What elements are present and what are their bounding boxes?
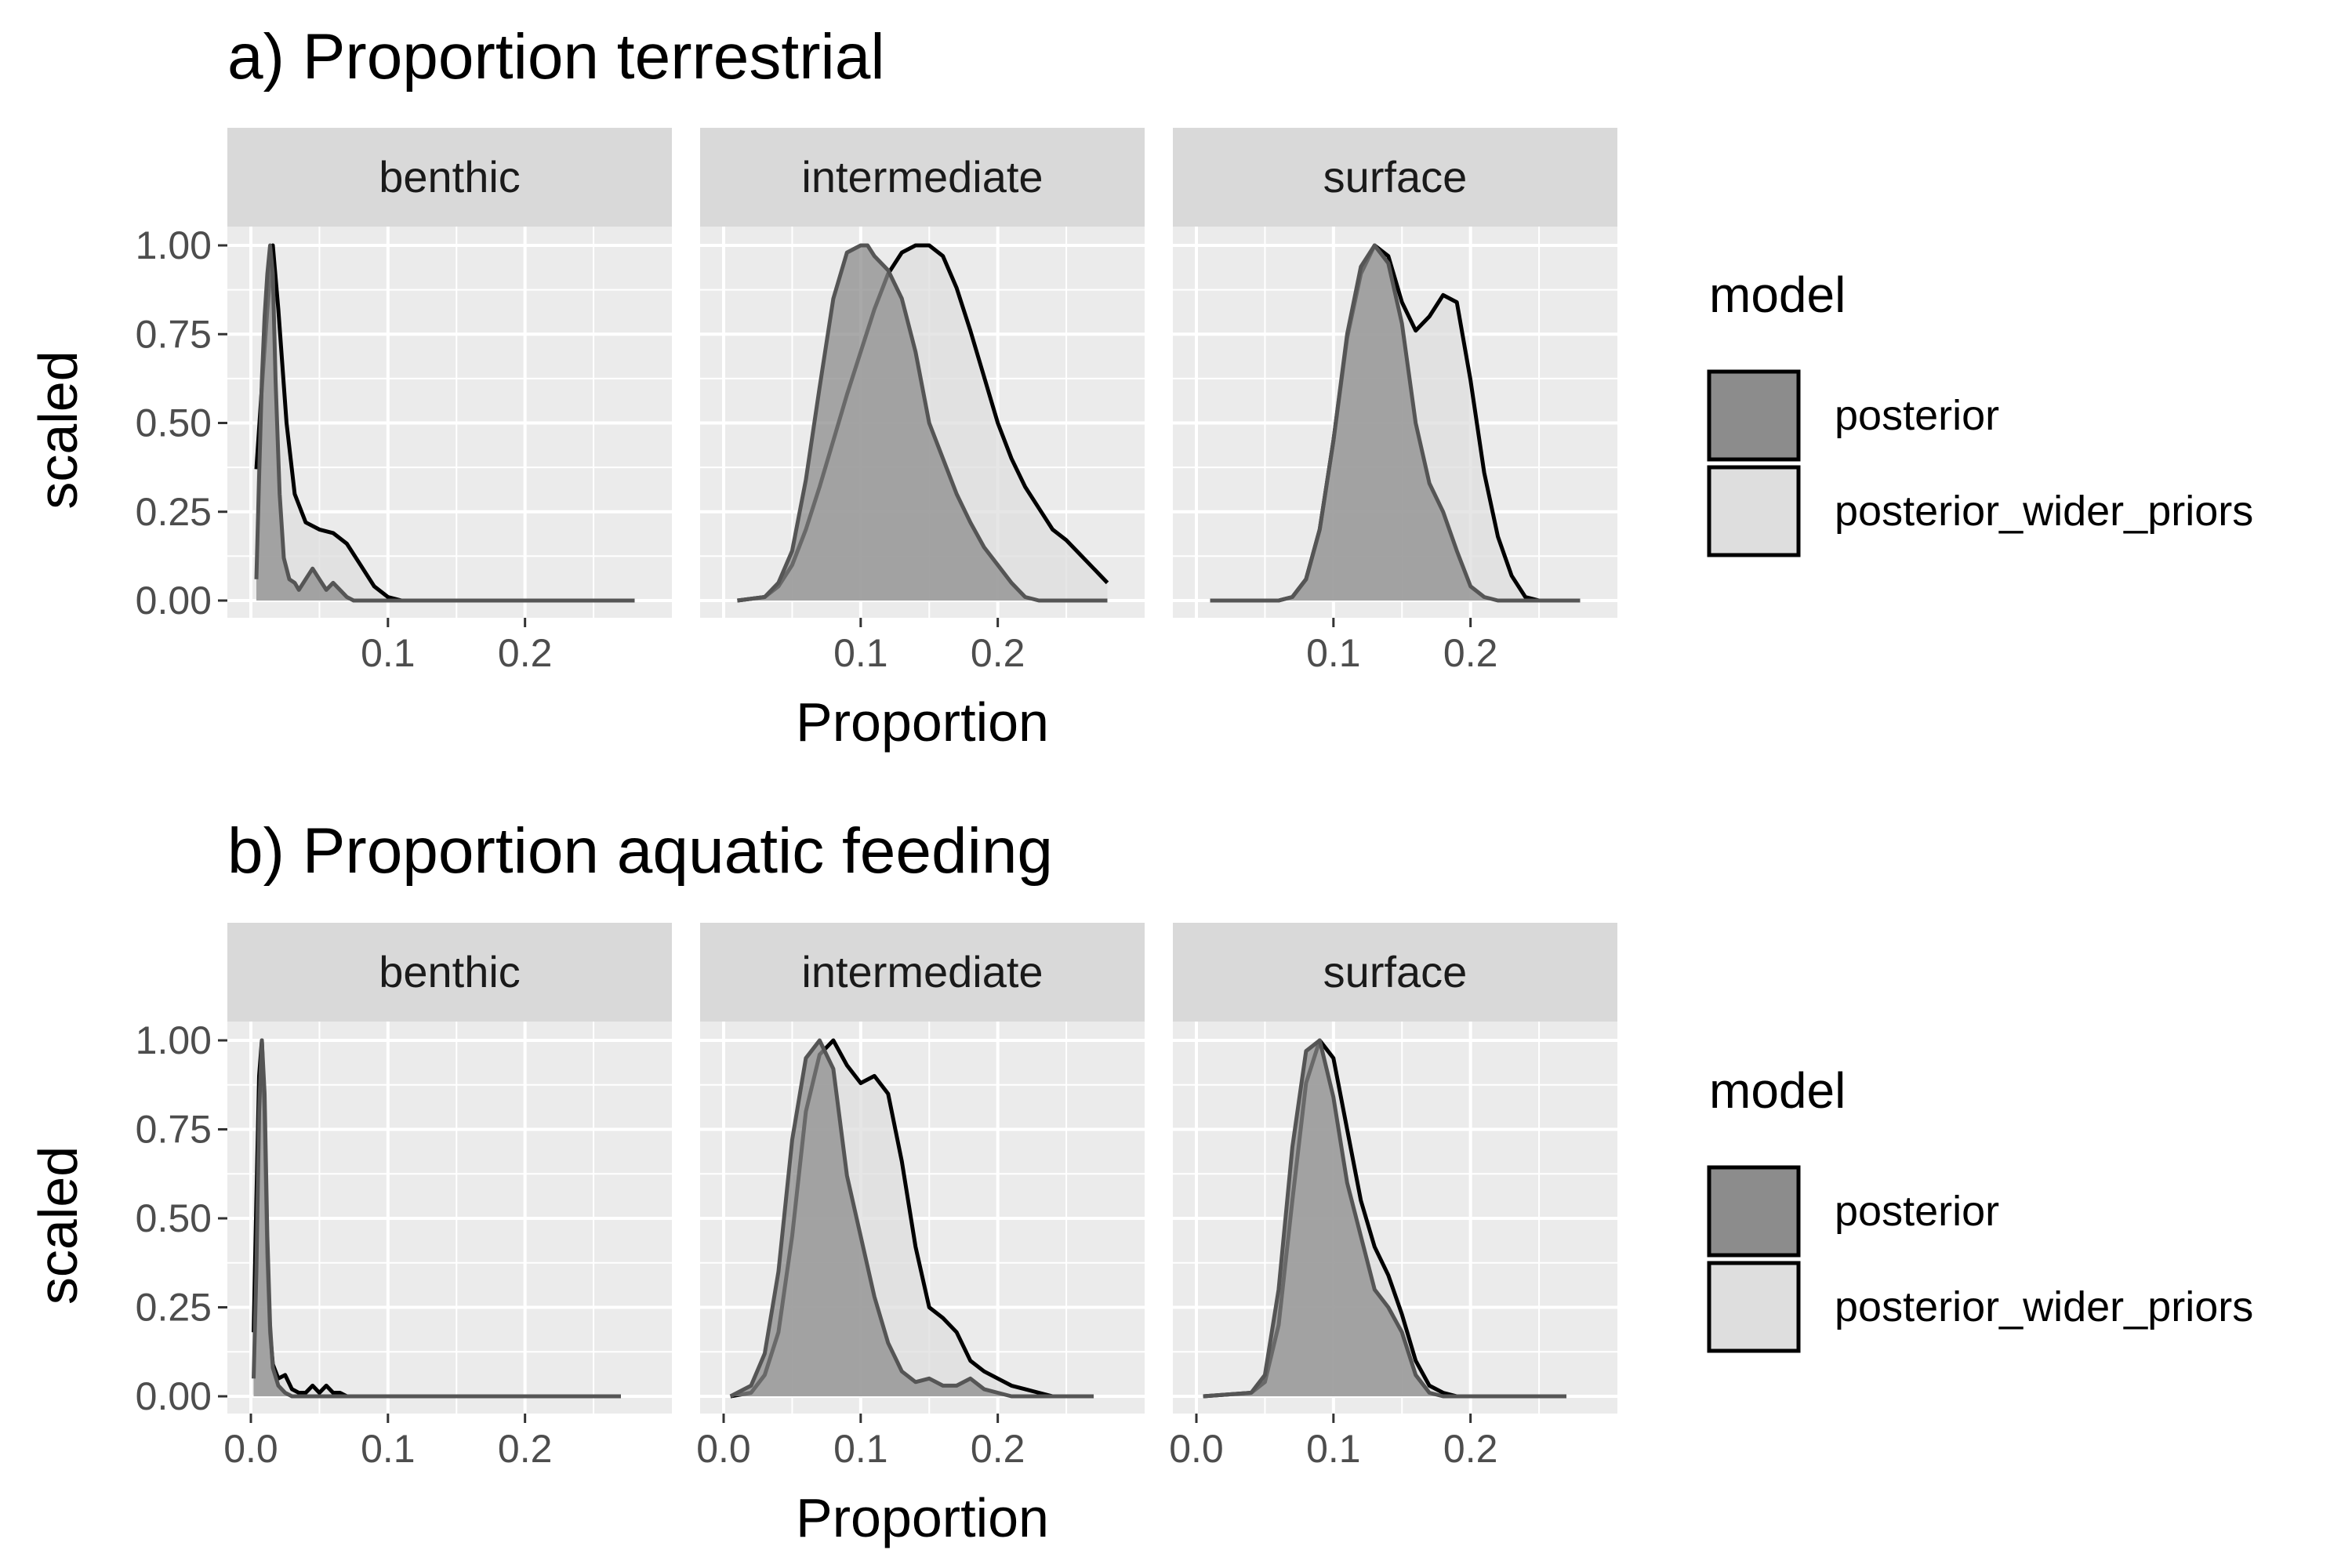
density-line-posterior: [737, 243, 1108, 603]
density-line-posterior: [1210, 243, 1581, 603]
chart-title: b) Proportion aquatic feeding: [227, 815, 1053, 887]
y-tick-label: 0.50: [136, 1196, 212, 1240]
y-tick-label: 1.00: [136, 1018, 212, 1062]
facet-benthic: benthic 0.1 0.2 0.00 0.25 0.50 0.75 1.00: [136, 128, 672, 675]
density-line-posterior: [252, 1038, 621, 1399]
density-line-posterior: [1203, 1038, 1566, 1399]
legend-label: posterior_wider_priors: [1835, 1283, 2253, 1330]
x-tick-label: 0.1: [361, 631, 416, 675]
legend-key-posterior_wider_priors: [1707, 465, 1801, 557]
chart-title: a) Proportion terrestrial: [227, 21, 885, 93]
x-tick-label: 0.0: [1169, 1427, 1224, 1471]
x-tick-label: 0.1: [1306, 631, 1361, 675]
x-tick-label: 0.2: [498, 1427, 553, 1471]
x-axis-title: Proportion: [796, 691, 1049, 753]
facet-strip: [700, 128, 1145, 227]
legend-title: model: [1709, 1062, 1846, 1119]
x-tick-label: 0.2: [971, 1427, 1025, 1471]
x-tick-label: 0.1: [833, 1427, 888, 1471]
y-tick-label: 0.50: [136, 401, 212, 445]
facet-label: intermediate: [801, 947, 1043, 996]
y-tick-label: 0.75: [136, 1108, 212, 1152]
legend-key-posterior_wider_priors: [1707, 1261, 1801, 1353]
facet-surface: surface 0.0 0.1 0.2: [1169, 923, 1617, 1471]
facet-label: surface: [1323, 152, 1468, 201]
y-tick-label: 0.75: [136, 312, 212, 356]
facet-strip: [700, 923, 1145, 1022]
y-axis-title: scaled: [27, 350, 89, 509]
x-tick-label: 0.2: [1443, 1427, 1498, 1471]
facet-strip: [1173, 128, 1617, 227]
legend-key-posterior: [1707, 369, 1801, 462]
density-area-posterior_wider_priors: [256, 245, 635, 601]
facet-strip: [1173, 923, 1617, 1022]
x-tick-label: 0.1: [361, 1427, 416, 1471]
facet-intermediate: intermediate 0.0 0.1 0.2: [696, 923, 1145, 1471]
x-tick-label: 0.2: [971, 631, 1025, 675]
x-tick-label: 0.2: [1443, 631, 1498, 675]
x-tick-label: 0.0: [696, 1427, 751, 1471]
density-area-posterior: [1203, 1040, 1566, 1396]
y-tick-label: 0.00: [136, 1374, 212, 1418]
chart-a: a) Proportion terrestrial benthic 0.1 0.2 0.…: [27, 21, 2253, 753]
facet-intermediate: intermediate 0.1 0.2: [700, 128, 1145, 675]
density-line-posterior: [729, 1038, 1094, 1399]
x-tick-label: 0.1: [833, 631, 888, 675]
y-axis-title: scaled: [27, 1146, 89, 1305]
facet-surface: surface 0.1 0.2: [1173, 128, 1617, 675]
x-tick-label: 0.1: [1306, 1427, 1361, 1471]
facet-label: benthic: [379, 152, 521, 201]
legend-title: model: [1709, 267, 1846, 323]
legend: model posterior posterior_wider_priors: [1707, 1062, 2253, 1353]
facet-strip: [227, 923, 672, 1022]
facet-label: surface: [1323, 947, 1468, 996]
facet-benthic: benthic 0.0 0.1 0.2 0.00 0.25 0.50 0.75 1.00: [136, 923, 672, 1471]
density-line-posterior: [254, 243, 635, 603]
y-tick-label: 1.00: [136, 223, 212, 267]
legend-label: posterior: [1835, 392, 1999, 439]
legend-label: posterior: [1835, 1188, 1999, 1235]
x-tick-label: 0.0: [223, 1427, 278, 1471]
facet-label: intermediate: [801, 152, 1043, 201]
legend-label: posterior_wider_priors: [1835, 488, 2253, 535]
facet-label: benthic: [379, 947, 521, 996]
x-axis-title: Proportion: [796, 1487, 1049, 1548]
legend: model posterior posterior_wider_priors: [1707, 267, 2253, 557]
y-tick-label: 0.00: [136, 579, 212, 622]
density-area-posterior: [1210, 245, 1581, 601]
y-tick-label: 0.25: [136, 1286, 212, 1330]
legend-key-posterior: [1707, 1165, 1801, 1258]
x-tick-label: 0.2: [498, 631, 553, 675]
facet-strip: [227, 128, 672, 227]
density-area-posterior: [737, 245, 1108, 601]
y-tick-label: 0.25: [136, 490, 212, 534]
density-area-posterior: [730, 1040, 1094, 1396]
